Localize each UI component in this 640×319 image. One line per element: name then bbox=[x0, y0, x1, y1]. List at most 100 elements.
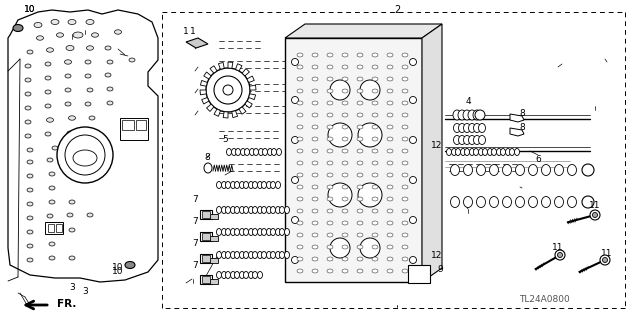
Text: 7: 7 bbox=[192, 196, 198, 204]
Ellipse shape bbox=[463, 165, 472, 175]
Ellipse shape bbox=[357, 53, 363, 57]
Ellipse shape bbox=[492, 149, 497, 155]
Ellipse shape bbox=[225, 206, 230, 213]
Polygon shape bbox=[223, 112, 228, 118]
Ellipse shape bbox=[253, 182, 257, 189]
Ellipse shape bbox=[387, 245, 393, 249]
Ellipse shape bbox=[297, 113, 303, 117]
Ellipse shape bbox=[372, 233, 378, 237]
Ellipse shape bbox=[87, 213, 93, 217]
Ellipse shape bbox=[47, 48, 54, 52]
Ellipse shape bbox=[502, 197, 511, 207]
Ellipse shape bbox=[357, 197, 363, 201]
Circle shape bbox=[410, 97, 417, 103]
Bar bbox=[210, 214, 218, 219]
Ellipse shape bbox=[372, 221, 378, 225]
Ellipse shape bbox=[312, 209, 318, 213]
Ellipse shape bbox=[456, 149, 461, 155]
Ellipse shape bbox=[312, 77, 318, 81]
Ellipse shape bbox=[271, 182, 275, 189]
Ellipse shape bbox=[230, 251, 236, 258]
Ellipse shape bbox=[266, 206, 271, 213]
Ellipse shape bbox=[451, 165, 460, 175]
Bar bbox=[45, 222, 63, 234]
Ellipse shape bbox=[129, 58, 135, 62]
Circle shape bbox=[214, 76, 242, 104]
Ellipse shape bbox=[297, 89, 303, 93]
Ellipse shape bbox=[27, 160, 33, 164]
Text: 1: 1 bbox=[183, 27, 189, 36]
Bar bbox=[200, 210, 212, 219]
Ellipse shape bbox=[262, 251, 266, 258]
Circle shape bbox=[555, 250, 565, 260]
Ellipse shape bbox=[342, 173, 348, 177]
Text: 2: 2 bbox=[394, 5, 400, 15]
Ellipse shape bbox=[49, 228, 55, 232]
Ellipse shape bbox=[73, 32, 83, 38]
Text: 7: 7 bbox=[192, 240, 198, 249]
Ellipse shape bbox=[402, 209, 408, 213]
Ellipse shape bbox=[49, 256, 55, 260]
Ellipse shape bbox=[312, 245, 318, 249]
Ellipse shape bbox=[221, 251, 227, 258]
Ellipse shape bbox=[253, 251, 257, 258]
Ellipse shape bbox=[105, 46, 111, 50]
Ellipse shape bbox=[312, 89, 318, 93]
Ellipse shape bbox=[69, 172, 75, 176]
Text: 7: 7 bbox=[192, 218, 198, 226]
Ellipse shape bbox=[357, 65, 363, 69]
Ellipse shape bbox=[468, 110, 476, 120]
Ellipse shape bbox=[327, 101, 333, 105]
Bar bbox=[200, 232, 212, 241]
Ellipse shape bbox=[490, 165, 499, 175]
Circle shape bbox=[330, 238, 350, 258]
Ellipse shape bbox=[45, 62, 51, 66]
Ellipse shape bbox=[497, 149, 502, 155]
Ellipse shape bbox=[529, 165, 538, 175]
Ellipse shape bbox=[280, 251, 285, 258]
Ellipse shape bbox=[372, 173, 378, 177]
Ellipse shape bbox=[25, 134, 31, 138]
Ellipse shape bbox=[454, 136, 461, 145]
Ellipse shape bbox=[49, 172, 55, 176]
Text: 11: 11 bbox=[589, 201, 601, 210]
Ellipse shape bbox=[387, 149, 393, 153]
Ellipse shape bbox=[500, 149, 506, 155]
Bar bbox=[200, 254, 212, 263]
Ellipse shape bbox=[234, 271, 239, 278]
Ellipse shape bbox=[451, 197, 460, 207]
Ellipse shape bbox=[234, 251, 239, 258]
Ellipse shape bbox=[402, 185, 408, 189]
Ellipse shape bbox=[69, 158, 75, 162]
Bar bbox=[202, 233, 210, 240]
Ellipse shape bbox=[45, 90, 51, 94]
Text: 10: 10 bbox=[24, 5, 36, 14]
Ellipse shape bbox=[225, 182, 230, 189]
Ellipse shape bbox=[402, 161, 408, 165]
Ellipse shape bbox=[342, 221, 348, 225]
Ellipse shape bbox=[402, 173, 408, 177]
Ellipse shape bbox=[65, 60, 72, 64]
Ellipse shape bbox=[49, 186, 55, 190]
Ellipse shape bbox=[387, 101, 393, 105]
Ellipse shape bbox=[372, 257, 378, 261]
Bar bbox=[202, 255, 210, 262]
Ellipse shape bbox=[357, 149, 363, 153]
Ellipse shape bbox=[47, 158, 53, 162]
Ellipse shape bbox=[241, 149, 246, 155]
Ellipse shape bbox=[239, 182, 244, 189]
Circle shape bbox=[600, 255, 610, 265]
Circle shape bbox=[582, 196, 594, 208]
Ellipse shape bbox=[479, 136, 486, 145]
Ellipse shape bbox=[276, 149, 282, 155]
Ellipse shape bbox=[342, 53, 348, 57]
Text: 11: 11 bbox=[601, 249, 612, 257]
Circle shape bbox=[291, 97, 298, 103]
Bar bbox=[408, 265, 430, 283]
Polygon shape bbox=[285, 24, 442, 38]
Ellipse shape bbox=[86, 46, 93, 50]
Ellipse shape bbox=[253, 271, 257, 278]
Ellipse shape bbox=[357, 257, 363, 261]
Polygon shape bbox=[228, 62, 233, 68]
Ellipse shape bbox=[387, 161, 393, 165]
